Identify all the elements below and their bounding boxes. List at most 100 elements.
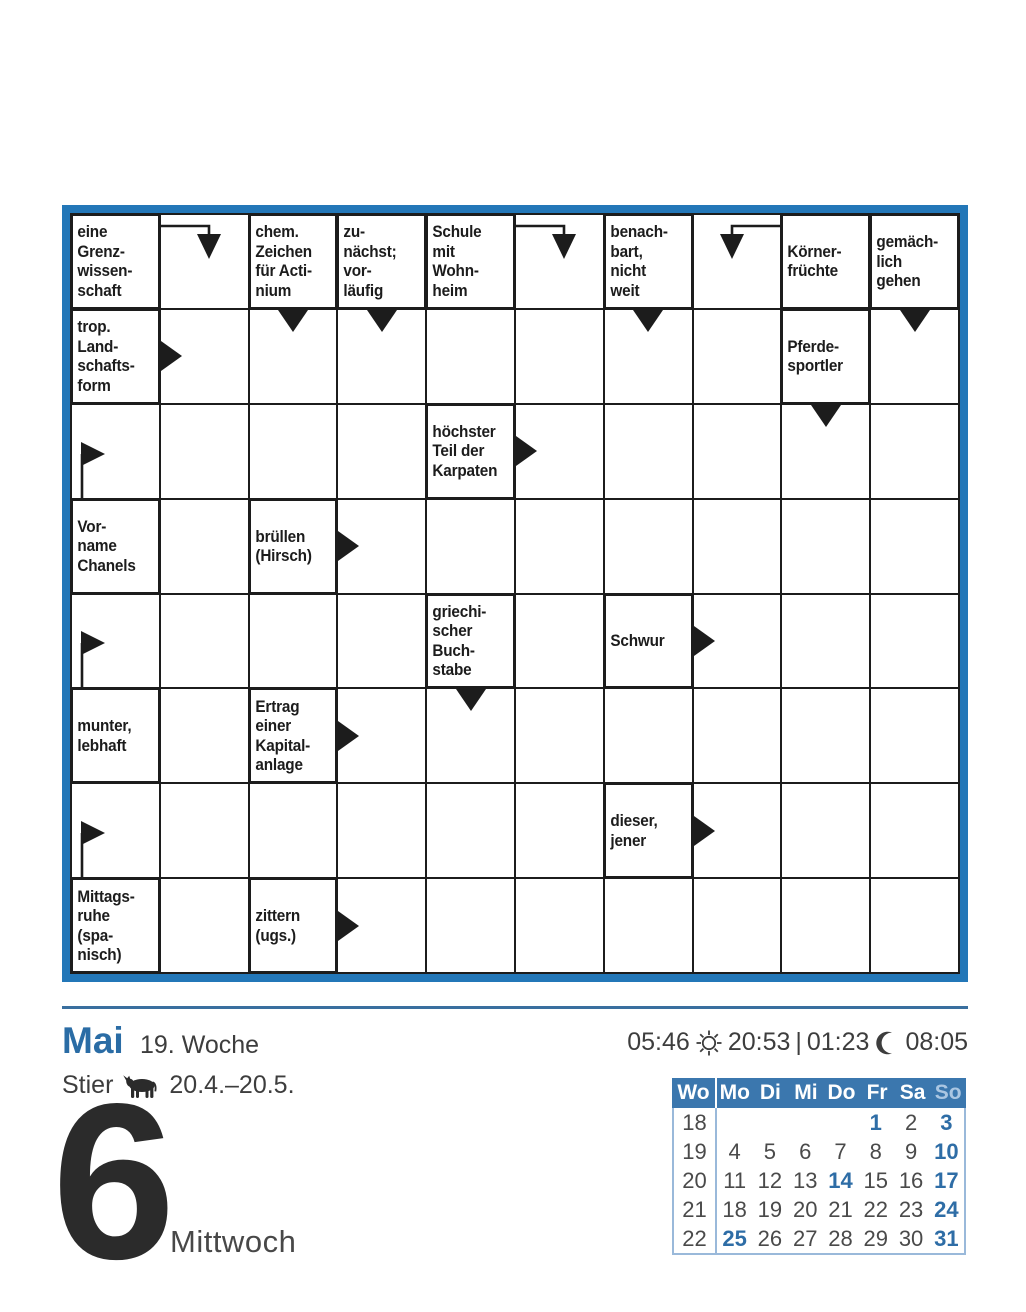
puzzle-clue-cell: trop. Land- schafts- form xyxy=(72,309,159,403)
puzzle-cell xyxy=(72,594,159,688)
puzzle-cell xyxy=(72,404,159,498)
puzzle-cell xyxy=(693,215,781,308)
puzzle-cell xyxy=(160,309,248,403)
puzzle-cell xyxy=(338,879,426,972)
puzzle-cell xyxy=(338,594,426,688)
puzzle-cell xyxy=(427,879,514,972)
calendar-day: 26 xyxy=(757,1225,783,1251)
arrow-elbow-right-from-below-icon xyxy=(80,631,105,688)
calendar-week-row: 20 11 12 13 14 15 16 17 xyxy=(674,1166,964,1195)
puzzle-cell xyxy=(516,594,603,688)
puzzle-cell xyxy=(249,784,337,878)
puzzle-cell xyxy=(160,879,248,972)
puzzle-cell xyxy=(693,879,781,972)
clue-text: chem. Zeichen für Acti- nium xyxy=(254,222,312,300)
clue-text: Pferde- sportler xyxy=(787,336,844,376)
puzzle-cell xyxy=(160,689,248,783)
week-label: 19. Woche xyxy=(140,1031,260,1059)
puzzle-clue-cell: zu- nächst; vor- läufig xyxy=(338,215,426,308)
puzzle-cell xyxy=(871,594,958,688)
calendar-day-empty xyxy=(788,1108,823,1137)
calendar-day: 25 xyxy=(722,1225,747,1251)
calendar-week-row: 18 1 2 3 xyxy=(674,1108,964,1137)
puzzle-cell xyxy=(338,404,426,498)
calendar-header-mi: Mi xyxy=(794,1081,818,1104)
arrow-elbow-right-from-below-icon xyxy=(80,441,105,498)
moonrise-time: 01:23 xyxy=(806,1028,870,1056)
puzzle-clue-cell: griechi- scher Buch- stabe xyxy=(427,594,514,688)
puzzle-cell xyxy=(604,689,692,783)
crossword-grid: eine Grenz- wissen- schaft chem. Zeichen … xyxy=(70,213,960,974)
puzzle-clue-cell: benach- bart, nicht weit xyxy=(604,215,692,308)
puzzle-cell xyxy=(693,594,781,688)
puzzle-clue-cell: Pferde- sportler xyxy=(782,309,870,403)
puzzle-cell xyxy=(516,879,603,972)
puzzle-cell xyxy=(516,784,603,878)
calendar-day: 31 xyxy=(934,1225,959,1251)
arrow-down-icon xyxy=(277,309,308,332)
arrow-down-icon xyxy=(810,404,841,427)
calendar-week-row: 21 18 19 20 21 22 23 24 xyxy=(674,1195,964,1224)
arrow-right-icon xyxy=(693,625,715,656)
puzzle-cell xyxy=(604,404,692,498)
puzzle-cell xyxy=(693,689,781,783)
puzzle-cell xyxy=(604,309,692,403)
puzzle-clue-cell: chem. Zeichen für Acti- nium xyxy=(249,215,337,308)
puzzle-cell xyxy=(693,784,781,878)
calendar-day: 28 xyxy=(828,1225,853,1251)
clue-text: höchster Teil der Karpaten xyxy=(432,421,498,480)
clue-text: eine Grenz- wissen- schaft xyxy=(77,222,133,300)
times-separator: | xyxy=(795,1028,802,1056)
zodiac-range: 20.4.–20.5. xyxy=(169,1071,295,1099)
puzzle-clue-cell: Schule mit Wohn- heim xyxy=(427,215,514,308)
puzzle-cell xyxy=(249,309,337,403)
zodiac-name: Stier xyxy=(62,1071,114,1099)
puzzle-cell xyxy=(604,879,692,972)
puzzle-cell xyxy=(338,499,426,593)
calendar-header-so: So xyxy=(934,1081,962,1104)
puzzle-cell xyxy=(516,404,603,498)
calendar-header-fr: Fr xyxy=(866,1081,888,1104)
footer-divider xyxy=(62,1006,968,1009)
puzzle-cell xyxy=(427,784,514,878)
calendar-day: 9 xyxy=(904,1138,918,1164)
clue-text: Ertrag einer Kapital- anlage xyxy=(254,696,310,775)
calendar-day: 22 xyxy=(863,1196,889,1222)
calendar-header-wo: Wo xyxy=(672,1078,717,1108)
calendar-day: 12 xyxy=(757,1167,783,1193)
calendar-day: 8 xyxy=(869,1138,882,1164)
puzzle-cell xyxy=(427,689,514,783)
puzzle-cell xyxy=(871,404,958,498)
clue-text: zu- nächst; vor- läufig xyxy=(343,222,397,300)
puzzle-cell xyxy=(871,309,958,403)
calendar-day: 30 xyxy=(898,1225,924,1251)
day-number: 6 xyxy=(52,1058,175,1306)
puzzle-clue-cell: Schwur xyxy=(604,594,692,688)
puzzle-clue-cell: munter, lebhaft xyxy=(72,689,159,783)
arrow-down-icon xyxy=(633,309,664,332)
calendar-day: 16 xyxy=(898,1167,924,1193)
puzzle-cell xyxy=(516,499,603,593)
puzzle-cell xyxy=(516,689,603,783)
puzzle-cell xyxy=(338,689,426,783)
puzzle-cell xyxy=(782,784,870,878)
calendar-day-empty xyxy=(823,1108,858,1137)
week-number: 20 xyxy=(674,1166,717,1195)
puzzle-cell xyxy=(782,404,870,498)
clue-text: benach- bart, nicht weit xyxy=(610,222,668,300)
puzzle-cell xyxy=(72,784,159,878)
puzzle-clue-cell: brüllen (Hirsch) xyxy=(249,499,337,593)
puzzle-clue-cell: zittern (ugs.) xyxy=(249,879,337,972)
puzzle-clue-cell: Mittags- ruhe (spa- nisch) xyxy=(72,879,159,972)
calendar-header-do: Do xyxy=(827,1081,856,1104)
clue-text: Körner- früchte xyxy=(787,241,842,281)
clue-text: zittern (ugs.) xyxy=(254,906,300,945)
puzzle-clue-cell: eine Grenz- wissen- schaft xyxy=(72,215,159,308)
puzzle-clue-cell: Körner- früchte xyxy=(782,215,870,308)
calendar-header-di: Di xyxy=(759,1081,781,1104)
arrow-elbow-right-from-below-icon xyxy=(80,821,105,878)
arrow-down-icon xyxy=(455,689,486,712)
puzzle-cell xyxy=(160,404,248,498)
sunrise-time: 05:46 xyxy=(627,1028,690,1056)
